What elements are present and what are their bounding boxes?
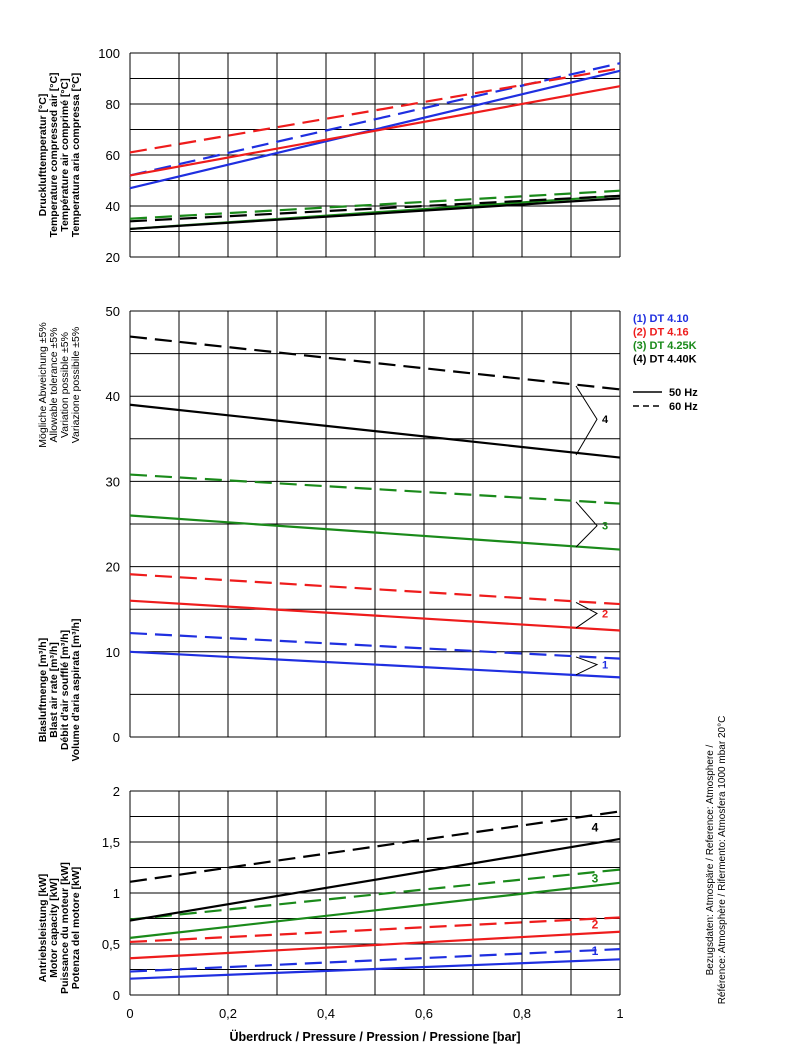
legend-model-entry: (1) DT 4.10 — [633, 313, 689, 325]
x-tick-label: 0 — [126, 1006, 133, 1021]
callout-label: 2 — [602, 608, 608, 620]
y-axis-label: Blast air rate [m³/h] — [48, 642, 60, 738]
reference-note: Bezugsdaten: Atmospäre / Reference: Atmo… — [705, 744, 716, 975]
series-line-red-solid — [129, 599, 621, 632]
y-tick-label: 10 — [106, 645, 120, 660]
y-axis-label: Puissance du moteur [kW] — [59, 862, 71, 994]
series-line-red-dashed — [129, 916, 621, 944]
y-tick-label: 60 — [106, 148, 120, 163]
series-line-blue-dashed — [129, 948, 621, 973]
y-axis-label: Volume d'aria aspirata [m³/h] — [70, 619, 82, 762]
tolerance-note: Mögliche Abweichung ±5% — [37, 322, 49, 447]
series-line-red-solid — [129, 85, 621, 177]
y-tick-label: 0 — [113, 730, 120, 745]
y-axis-label: Blasluftmenge [m³/h] — [37, 638, 49, 742]
series-line-black-dashed — [129, 194, 621, 223]
tolerance-note: Allowable tolerance ±5% — [48, 328, 60, 443]
series-line-black-solid — [129, 197, 621, 231]
y-axis-label: Température air comprimé [°C] — [59, 78, 71, 231]
x-tick-label: 0,8 — [513, 1006, 531, 1021]
series-line-blue-solid — [129, 958, 621, 980]
callout-bracket — [575, 501, 598, 548]
series-line-red-dashed — [129, 67, 621, 154]
x-tick-label: 1 — [616, 1006, 623, 1021]
y-tick-label: 40 — [106, 389, 120, 404]
y-tick-label: 100 — [98, 46, 120, 61]
legend-freq-entry: 50 Hz — [669, 387, 698, 399]
y-axis-label: Drucklufttemperatur [°C] — [37, 94, 49, 217]
callout-label: 4 — [602, 414, 609, 426]
series-line-green-dashed — [129, 868, 621, 921]
series-line-black-dashed — [129, 810, 621, 883]
series-line-red-solid — [129, 930, 621, 960]
y-tick-label: 1 — [113, 886, 120, 901]
series-line-blue-dashed — [129, 631, 621, 660]
x-tick-label: 0,6 — [415, 1006, 433, 1021]
callout-label: 1 — [602, 660, 608, 672]
callout-bracket — [575, 656, 599, 676]
curve-label: 4 — [592, 821, 599, 835]
curve-label: 3 — [592, 872, 599, 886]
power-panel: 0 0,5 1 1,5 2 Antriebsleistung [kW] Motor capa… — [37, 784, 624, 1044]
y-axis-label: Antriebsleistung [kW] — [37, 874, 49, 983]
series-line-green-solid — [129, 514, 621, 551]
callout-label: 3 — [602, 521, 608, 533]
y-tick-label: 30 — [106, 474, 120, 489]
reference-note: Référence: Atmosphère / Rifermento: Atmo… — [717, 716, 728, 1005]
y-tick-label: 2 — [113, 784, 120, 799]
y-tick-label: 20 — [106, 250, 120, 265]
tolerance-note: Variation possible ±5% — [59, 332, 71, 438]
tolerance-note: Variazione possibile ±5% — [70, 327, 82, 443]
y-tick-label: 80 — [106, 97, 120, 112]
series-line-black-solid — [129, 403, 621, 459]
legend-freq-entry: 60 Hz — [669, 401, 698, 413]
series-line-green-solid — [129, 881, 621, 939]
y-axis-label: Temperature compressed air [°C] — [48, 72, 60, 237]
y-tick-label: 0 — [113, 988, 120, 1003]
y-axis-label: Débit d'air soufflé [m³/h] — [59, 630, 71, 750]
x-tick-label: 0,4 — [317, 1006, 335, 1021]
series-line-green-dashed — [129, 473, 621, 505]
series-line-black-solid — [129, 837, 621, 922]
series-line-green-dashed — [129, 189, 621, 220]
x-tick-label: 0,2 — [219, 1006, 237, 1021]
legend-model-entry: (3) DT 4.25K — [633, 340, 697, 352]
y-tick-label: 20 — [106, 560, 120, 575]
temperature-grid — [129, 52, 621, 258]
y-tick-label: 40 — [106, 199, 120, 214]
legend-model-entry: (4) DT 4.40K — [633, 354, 697, 366]
air-rate-grid — [129, 310, 621, 738]
legend: (1) DT 4.10 (2) DT 4.16(3) DT 4.25K (4) DT… — [633, 313, 698, 413]
series-line-blue-dashed — [129, 62, 621, 177]
y-tick-label: 0,5 — [102, 937, 120, 952]
legend-model-entry: (2) DT 4.16 — [633, 327, 689, 339]
y-axis-label: Motor capacity [kW] — [48, 878, 60, 978]
y-tick-label: 1,5 — [102, 835, 120, 850]
callout-bracket — [575, 385, 598, 456]
callout-bracket — [575, 601, 598, 629]
series-line-blue-solid — [129, 650, 621, 679]
series-line-black-dashed — [129, 335, 621, 391]
y-axis-label: Potenza del motore [kW] — [70, 867, 82, 990]
curve-label: 2 — [592, 918, 599, 932]
x-axis-label: Überdruck / Pressure / Pression / Pressi… — [229, 1029, 520, 1044]
air-rate-panel: 0 10 20 30 40 50 Blasluftmenge [m³/h] Blast air… — [37, 304, 698, 761]
curve-label: 1 — [592, 944, 599, 958]
series-line-blue-solid — [129, 69, 621, 190]
series-line-red-dashed — [129, 573, 621, 606]
power-grid — [129, 790, 621, 996]
y-axis-label: Temperatura aria compressa [°C] — [70, 73, 82, 237]
y-tick-label: 50 — [106, 304, 120, 319]
